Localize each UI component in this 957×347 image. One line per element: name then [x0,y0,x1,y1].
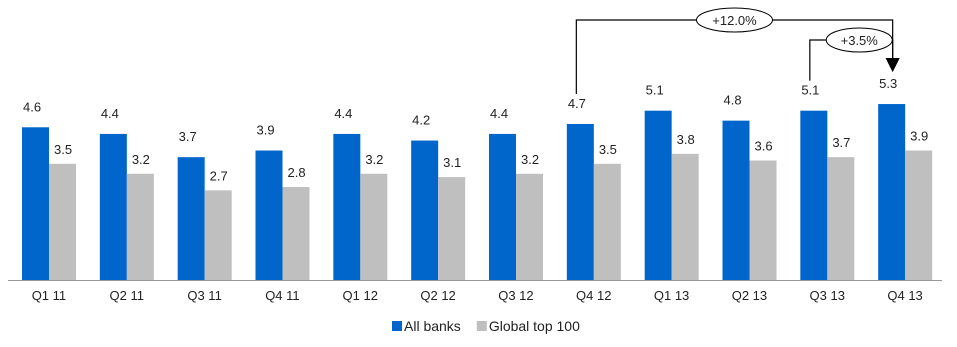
x-tick-label-9: Q2 13 [732,288,767,303]
growth-arrowhead-1 [885,58,900,73]
value-label-global-top-100-8: 3.8 [677,132,695,147]
x-tick-label-8: Q1 13 [654,288,689,303]
x-tick-label-6: Q3 12 [498,288,533,303]
value-label-global-top-100-9: 3.6 [755,138,773,153]
value-label-global-top-100-0: 3.5 [54,142,72,157]
bar-global-top-100-1 [126,173,154,280]
x-tick-label-5: Q2 12 [420,288,455,303]
value-label-all-banks-2: 3.7 [179,129,197,144]
bar-global-top-100-9 [749,160,777,280]
bar-all-banks-10 [800,110,828,281]
growth-label-0: +12.0% [712,13,757,28]
growth-bubble-0 [696,7,773,33]
value-label-global-top-100-3: 2.8 [288,165,306,180]
legend-label-1: Global top 100 [489,318,580,334]
bar-all-banks-3 [255,150,283,280]
legend-swatch-1 [476,321,487,331]
x-tick-label-0: Q1 11 [32,288,66,303]
bar-all-banks-2 [177,157,205,280]
bar-all-banks-7 [566,123,594,281]
bar-all-banks-5 [411,140,439,280]
value-labels-group: 4.6 3.5 4.4 3.2 3.7 2.7 3.9 2.8 4.4 3.2 4.2 3.1 4.4 3… [23,76,928,183]
x-tick-label-7: Q4 12 [576,288,611,303]
bar-global-top-100-0 [49,163,76,280]
bar-global-top-100-11 [905,150,933,280]
bar-global-top-100-4 [360,173,388,280]
bar-all-banks-8 [644,110,672,281]
bar-all-banks-11 [878,104,906,280]
bar-global-top-100-7 [593,163,621,280]
value-label-global-top-100-6: 3.2 [521,152,539,167]
bar-global-top-100-8 [671,153,699,280]
bar-all-banks-1 [99,133,127,280]
bar-all-banks-6 [489,133,516,280]
value-label-all-banks-9: 4.8 [724,93,742,108]
value-label-all-banks-8: 5.1 [646,83,664,98]
x-tick-label-4: Q1 12 [343,288,378,303]
growth-bubble-1 [825,27,893,53]
annotations-group: +12.0% +3.5% [575,7,900,94]
value-label-global-top-100-1: 3.2 [132,152,150,167]
value-label-global-top-100-4: 3.2 [365,152,383,167]
x-tick-label-1: Q2 11 [110,288,144,303]
value-label-global-top-100-7: 3.5 [599,142,617,157]
bar-global-top-100-3 [282,187,310,280]
x-tick-labels-group: Q1 11 Q2 11 Q3 11 Q4 11 Q1 12 Q2 12 Q3 12 Q4 12… [32,288,923,303]
value-label-all-banks-6: 4.4 [490,106,508,121]
value-label-all-banks-11: 5.3 [879,76,897,91]
value-label-all-banks-5: 4.2 [412,113,430,128]
bar-global-top-100-10 [827,157,855,280]
legend: All banks Global top 100 [392,318,580,334]
x-tick-label-2: Q3 11 [187,288,221,303]
value-label-all-banks-1: 4.4 [101,106,119,121]
bar-global-top-100-5 [438,177,466,280]
legend-label-0: All banks [404,318,461,334]
value-label-global-top-100-2: 2.7 [210,168,228,183]
value-label-global-top-100-11: 3.9 [910,129,928,144]
legend-swatch-0 [392,321,402,331]
value-label-all-banks-4: 4.4 [334,106,352,121]
bar-all-banks-4 [333,133,361,280]
value-label-global-top-100-10: 3.7 [832,135,850,150]
bar-global-top-100-6 [516,173,543,280]
x-tick-label-11: Q4 13 [887,288,922,303]
value-label-all-banks-10: 5.1 [801,83,819,98]
growth-label-1: +3.5% [841,33,879,48]
value-label-all-banks-0: 4.6 [23,99,41,114]
bars-group [22,104,933,281]
bar-all-banks-9 [722,120,750,280]
value-label-all-banks-7: 4.7 [568,96,586,111]
value-label-global-top-100-5: 3.1 [443,155,461,170]
bar-global-top-100-2 [204,190,232,280]
value-label-all-banks-3: 3.9 [257,123,275,138]
bar-all-banks-0 [22,127,49,280]
x-tick-label-10: Q3 13 [810,288,845,303]
x-tick-label-3: Q4 11 [265,288,299,303]
